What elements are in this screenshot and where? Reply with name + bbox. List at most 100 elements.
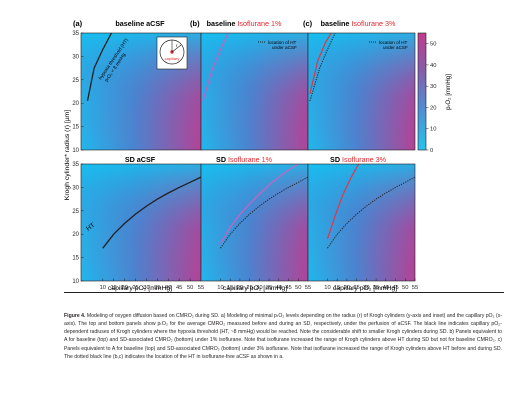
- ht-line: [102, 176, 201, 249]
- y-tick-label: 20: [72, 232, 79, 238]
- x-tick-label: 30: [143, 285, 149, 291]
- colorbar-tick-label: 20: [430, 105, 436, 111]
- title-bot-right: SD Isoflurane 3%: [330, 155, 387, 164]
- colorbar-tick-label: 10: [430, 127, 436, 133]
- x-tick-label: 45: [176, 285, 182, 291]
- x-tick-label: 10: [100, 285, 106, 291]
- x-tick-label: 40: [383, 285, 389, 291]
- y-tick-label: 10: [72, 148, 79, 154]
- x-tick-label: 25: [246, 285, 252, 291]
- x-axis-label-left: capillary pO₂ [mmHg]: [108, 285, 172, 292]
- heatmap-shade: [308, 164, 415, 281]
- colorbar-tick-label: 0: [430, 148, 433, 154]
- x-tick-label: 10: [217, 285, 223, 291]
- panel-frame: [307, 163, 416, 282]
- x-tick-label: 45: [285, 285, 291, 291]
- x-tick-label: 20: [121, 285, 127, 291]
- panel-letter-b: (b): [190, 19, 200, 28]
- heatmap-panel-c-top: [307, 32, 416, 151]
- inset-r-label: r: [176, 43, 178, 48]
- ht-line: [326, 164, 360, 240]
- x-tick-label: 35: [154, 285, 160, 291]
- title-bot-left: SD aCSF: [125, 155, 156, 164]
- heatmap-panel-c-bottom: 10 15 20 25 30 35 40 45 50 55: [307, 163, 418, 291]
- x-tick-label: 25: [353, 285, 359, 291]
- y-tick-label: 35: [72, 162, 79, 168]
- ht-line: [219, 164, 299, 244]
- acsf-ht-dotted-line: [309, 33, 336, 102]
- x-tick-label: 45: [392, 285, 398, 291]
- x-tick-label: 20: [237, 285, 243, 291]
- colorbar: [417, 32, 427, 151]
- x-axis-label-right: capillary pO₂ [mmHg]: [333, 285, 397, 292]
- x-tick-label: 40: [276, 285, 282, 291]
- heatmap-panel-a-bottom: 10 15 20 25 30 35 10 15 20 25 30 35 40 45 50 55: [72, 162, 204, 291]
- heatmap-shade: [308, 33, 415, 150]
- x-tick-label: 30: [363, 285, 369, 291]
- panel-letter-a: (a): [73, 19, 83, 28]
- colorbar-ticks: 50 40 30 20 10 0: [426, 42, 436, 154]
- svg-text:location of HT: location of HT: [268, 40, 297, 45]
- caption-label: Figure 4.: [64, 313, 86, 319]
- caption-text: Modeling of oxygen diffusion based on CM…: [64, 313, 502, 360]
- panel-letter-c: (c): [303, 19, 313, 28]
- y-tick-label: 35: [72, 31, 79, 37]
- colorbar-tick-label: 30: [430, 84, 436, 90]
- y-tick-label: 10: [72, 279, 79, 285]
- caption-rule: [64, 292, 504, 414]
- ht-line: [202, 33, 229, 102]
- svg-text:under aCSF: under aCSF: [272, 45, 297, 50]
- x-tick-label: 50: [295, 285, 301, 291]
- figure-caption: Figure 4. Modeling of oxygen diffusion b…: [64, 312, 502, 361]
- colorbar-tick-label: 40: [430, 63, 436, 69]
- y-tick-label: 15: [72, 256, 79, 262]
- x-tick-label: 40: [165, 285, 171, 291]
- title-top-mid: baseline Isoflurane 1%: [207, 19, 282, 28]
- x-tick-label: 10: [324, 285, 330, 291]
- x-tick-label: 50: [402, 285, 408, 291]
- x-tick-label: 20: [344, 285, 350, 291]
- y-axis-label: Krogh cylinder* radius (r) [µm]: [64, 110, 71, 201]
- legend-right: location of HT under aCSF: [369, 40, 408, 50]
- svg-text:location of HT: location of HT: [379, 40, 408, 45]
- heatmap-shade: [201, 164, 308, 281]
- y-tick-label: 25: [72, 209, 79, 215]
- x-tick-label: 55: [412, 285, 418, 291]
- acsf-ht-dotted-line: [327, 176, 415, 249]
- x-tick-label: 25: [132, 285, 138, 291]
- colorbar-tick-label: 50: [430, 42, 436, 48]
- x-tick-label: 15: [334, 285, 340, 291]
- svg-text:under aCSF: under aCSF: [383, 45, 408, 50]
- ht-line: [309, 33, 332, 94]
- y-tick-label: 15: [72, 125, 79, 131]
- x-tick-label: 55: [198, 285, 204, 291]
- y-tick-label: 25: [72, 78, 79, 84]
- title-top-right: baseline Isoflurane 3%: [321, 19, 396, 28]
- acsf-ht-dotted-line: [220, 176, 308, 249]
- x-tick-label: 50: [187, 285, 193, 291]
- y-tick-label: 30: [72, 54, 79, 60]
- x-tick-label: 35: [266, 285, 272, 291]
- x-tick-label: 30: [256, 285, 262, 291]
- panel-frame: [307, 32, 416, 151]
- x-tick-label: 15: [111, 285, 117, 291]
- x-tick-label: 15: [227, 285, 233, 291]
- x-tick-label: 55: [305, 285, 311, 291]
- colorbar-label: pₜO₂ [mmHg]: [445, 74, 452, 110]
- ht-line: [86, 33, 113, 102]
- y-tick-label: 30: [72, 185, 79, 191]
- krogh-inset: r capillary: [156, 36, 188, 70]
- ht-label: HT: [85, 222, 96, 233]
- heatmap-shade: [81, 164, 201, 281]
- heatmap-shade: [201, 33, 308, 150]
- y-tick-label: 20: [72, 101, 79, 107]
- heatmap-panel-b-top: [200, 32, 309, 151]
- heatmap-panel-b-bottom: 10 15 20 25 30 35 40 45 50 55: [200, 163, 311, 291]
- inset-capillary-label: capillary: [165, 56, 180, 61]
- title-top-left: baseline aCSF: [115, 19, 165, 28]
- legend-mid: location of HT under aCSF: [258, 40, 297, 50]
- x-tick-label: 35: [373, 285, 379, 291]
- title-bot-mid: SD Isoflurane 1%: [216, 155, 273, 164]
- x-axis-label-mid: capillary pO₂ [mmHg]: [223, 285, 287, 292]
